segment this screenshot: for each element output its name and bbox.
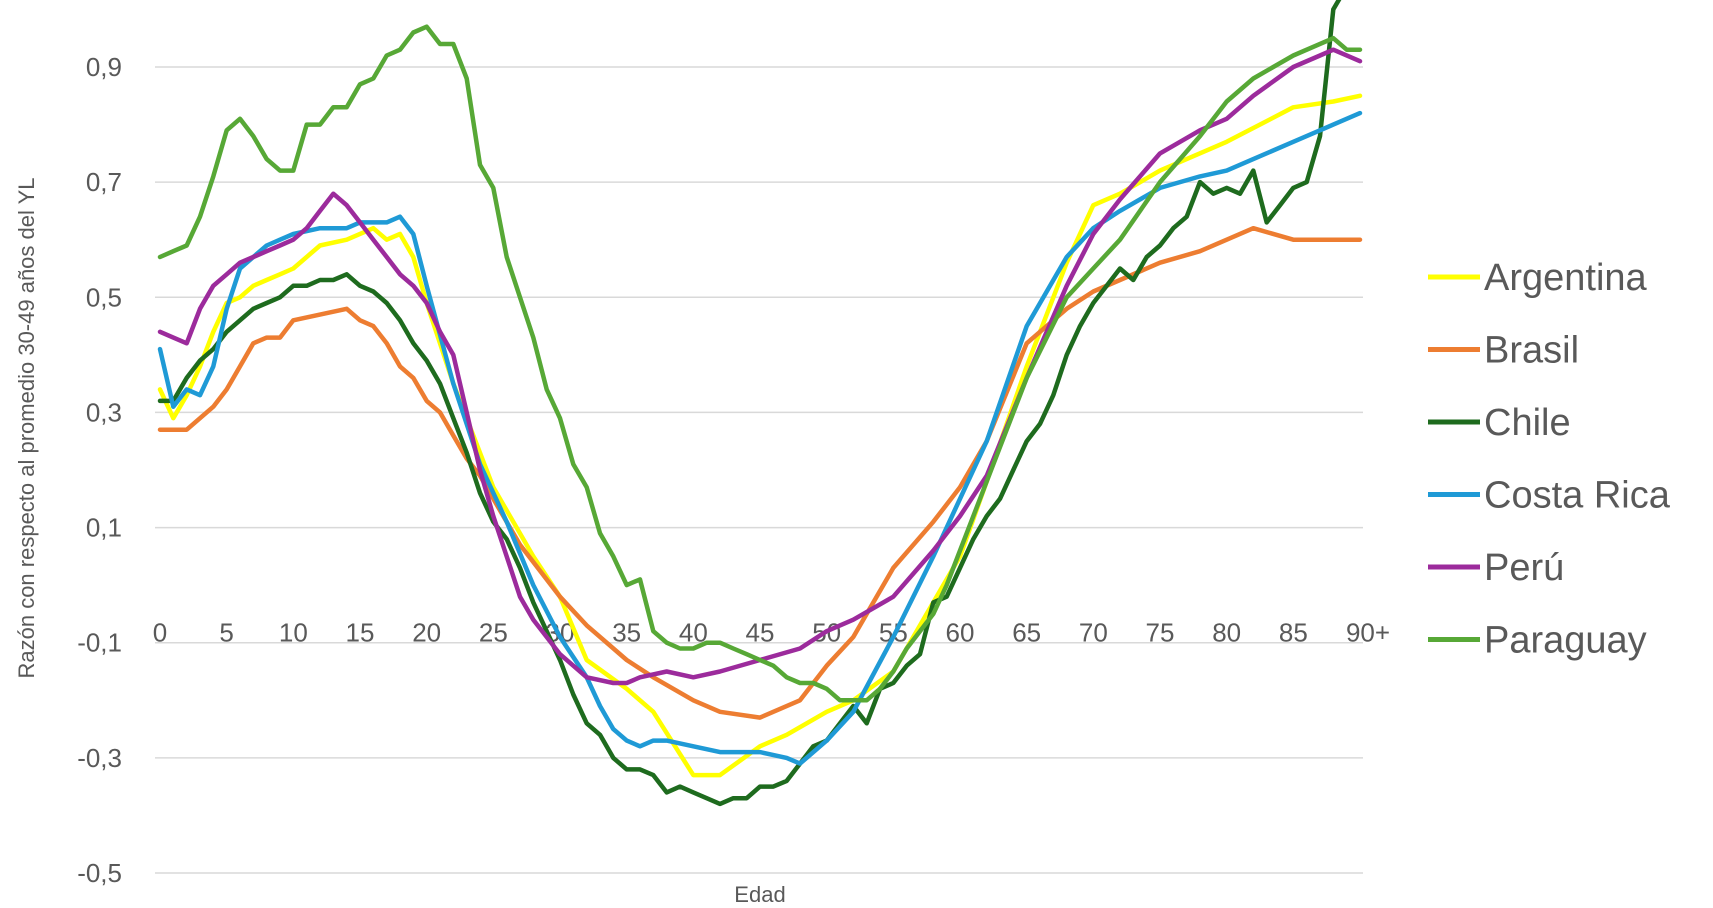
y-tick-label: -0,1 [77,628,122,658]
series-line-per- [157,47,1363,686]
y-axis-title: Razón con respecto al promedio 30-49 año… [14,177,39,678]
y-tick-label: -0,3 [77,743,122,773]
x-axis-tick-labels: 0 5 10 15 20 25 30 35 40 45 50 55 60 65 70 75 80 85 90+ [153,618,1390,648]
legend-label: Perú [1484,547,1564,589]
x-tick-label: 80 [1212,618,1241,648]
series-line-paraguay [157,24,1363,703]
series-line-chile [157,0,1342,807]
gridlines [155,66,1363,874]
legend-label: Argentina [1484,257,1648,299]
series-line-brasil [157,225,1363,720]
series-line-argentina [157,93,1363,778]
y-tick-label: 0,5 [86,282,122,312]
series-line-costa-rica [157,110,1363,766]
x-tick-label: 20 [412,618,441,648]
y-axis-tick-labels: 0,9 0,7 0,5 0,3 0,1 -0,1 -0,3 -0,5 [77,52,122,888]
y-tick-label: 0,1 [86,513,122,543]
legend-label: Brasil [1484,330,1579,372]
legend-label: Chile [1484,402,1571,444]
x-tick-label: 65 [1012,618,1041,648]
x-tick-label: 35 [612,618,641,648]
series-lines [157,0,1363,807]
x-tick-label: 45 [746,618,775,648]
x-tick-label: 25 [479,618,508,648]
x-tick-label: 90+ [1346,618,1390,648]
x-tick-label: 60 [946,618,975,648]
x-tick-label: 75 [1146,618,1175,648]
x-tick-label: 85 [1279,618,1308,648]
x-tick-label: 0 [153,618,167,648]
x-tick-label: 5 [219,618,233,648]
x-tick-label: 15 [346,618,375,648]
legend: Argentina Brasil Chile Costa Rica Perú Paragu… [1428,257,1671,662]
legend-label: Costa Rica [1484,475,1671,517]
y-tick-label: 0,3 [86,397,122,427]
x-tick-label: 10 [279,618,308,648]
x-tick-label: 70 [1079,618,1108,648]
y-tick-label: -0,5 [77,858,122,888]
x-axis-title: Edad [734,882,785,907]
y-tick-label: 0,9 [86,52,122,82]
y-tick-label: 0,7 [86,167,122,197]
legend-label: Paraguay [1484,620,1647,662]
